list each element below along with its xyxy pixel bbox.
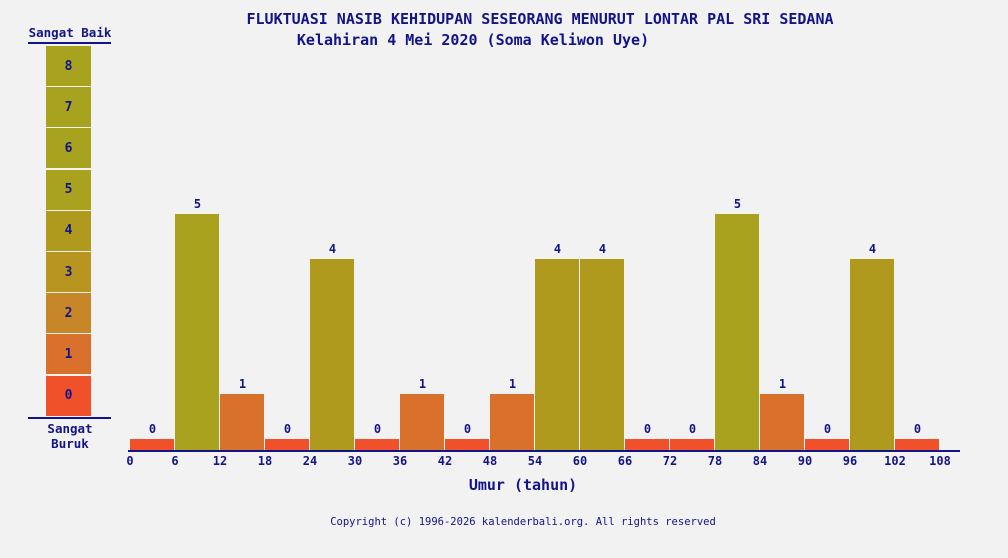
bar-age-84-90	[760, 394, 804, 450]
x-tick-36: 36	[392, 454, 408, 468]
bar-value-label: 1	[418, 377, 427, 391]
x-axis-title: Umur (tahun)	[468, 476, 578, 494]
bar-age-66-72	[625, 439, 669, 450]
x-tick-66: 66	[617, 454, 633, 468]
legend-scale-value: 1	[64, 346, 73, 362]
x-tick-6: 6	[171, 454, 179, 468]
bar-value-label: 0	[688, 422, 697, 436]
bar-age-96-102	[850, 259, 894, 450]
copyright-text: Copyright (c) 1996-2026 kalenderbali.org…	[330, 516, 716, 528]
legend-scale-box-6: 6	[46, 128, 91, 169]
bar-age-54-60	[535, 259, 579, 450]
bar-value-label: 0	[148, 422, 157, 436]
legend-scale-box-2: 2	[46, 293, 91, 334]
bar-age-24-30	[310, 259, 354, 450]
chart-subtitle: Kelahiran 4 Mei 2020 (Soma Keliwon Uye)	[296, 31, 650, 49]
x-axis-line	[128, 450, 960, 452]
bar-age-6-12	[175, 214, 219, 450]
x-tick-84: 84	[752, 454, 768, 468]
legend-scale-value: 6	[64, 140, 73, 156]
legend-scale-value: 0	[64, 388, 73, 404]
legend-scale-box-4: 4	[46, 210, 91, 251]
bar-age-30-36	[355, 439, 399, 450]
legend-scale-box-7: 7	[46, 87, 91, 128]
legend-scale-value: 8	[64, 58, 73, 74]
x-tick-102: 102	[884, 454, 906, 468]
bar-age-60-66	[580, 259, 624, 450]
legend-scale-box-0: 0	[46, 375, 91, 416]
bar-value-label: 1	[508, 377, 517, 391]
legend-scale-value: 2	[64, 305, 73, 321]
bar-age-48-54	[490, 394, 534, 450]
x-tick-72: 72	[662, 454, 678, 468]
bar-value-label: 4	[553, 242, 562, 256]
bar-value-label: 1	[238, 377, 247, 391]
bar-value-label: 0	[643, 422, 652, 436]
scale-legend-top-label: Sangat Baik	[28, 25, 112, 40]
legend-scale-box-8: 8	[46, 46, 91, 86]
bar-value-label: 0	[463, 422, 472, 436]
x-tick-24: 24	[302, 454, 318, 468]
legend-scale-box-3: 3	[46, 252, 91, 292]
bar-age-12-18	[220, 394, 264, 450]
x-tick-30: 30	[347, 454, 363, 468]
x-tick-60: 60	[572, 454, 588, 468]
x-tick-0: 0	[126, 454, 134, 468]
legend-scale-value: 3	[64, 264, 73, 280]
bar-age-90-96	[805, 439, 849, 450]
scale-legend-bottom-rule	[28, 417, 111, 419]
x-tick-48: 48	[482, 454, 498, 468]
bar-value-label: 0	[913, 422, 922, 436]
chart-title: FLUKTUASI NASIB KEHIDUPAN SESEORANG MENU…	[246, 10, 834, 28]
bar-value-label: 1	[778, 377, 787, 391]
bar-value-label: 4	[328, 242, 337, 256]
bar-value-label: 0	[373, 422, 382, 436]
scale-legend: Sangat Baik 8 7 6 5 4 3 2 1 0 Sangat Buruk	[27, 24, 113, 451]
bar-age-0-6	[130, 439, 174, 450]
x-tick-108: 108	[929, 454, 951, 468]
bar-age-42-48	[445, 439, 489, 450]
bar-value-label: 5	[733, 197, 742, 211]
legend-scale-value: 5	[64, 182, 73, 198]
x-tick-42: 42	[437, 454, 453, 468]
legend-scale-box-5: 5	[46, 169, 91, 210]
bar-age-18-24	[265, 439, 309, 450]
bar-age-72-78	[670, 439, 714, 450]
x-tick-12: 12	[212, 454, 228, 468]
bar-value-label: 0	[283, 422, 292, 436]
legend-scale: 8 7 6 5 4 3 2 1 0	[27, 46, 113, 417]
x-tick-90: 90	[797, 454, 813, 468]
x-tick-96: 96	[842, 454, 858, 468]
x-tick-54: 54	[527, 454, 543, 468]
bar-age-78-84	[715, 214, 759, 450]
x-tick-18: 18	[257, 454, 273, 468]
legend-scale-value: 7	[64, 99, 73, 115]
bar-value-label: 4	[868, 242, 877, 256]
x-tick-78: 78	[707, 454, 723, 468]
bar-value-label: 5	[193, 197, 202, 211]
bar-age-36-42	[400, 394, 444, 450]
bar-value-label: 0	[823, 422, 832, 436]
scale-legend-top-rule	[28, 42, 111, 44]
scale-legend-bottom-label: Sangat Buruk	[47, 421, 93, 451]
bar-value-label: 4	[598, 242, 607, 256]
legend-scale-value: 4	[64, 223, 73, 239]
bar-age-102-108	[895, 439, 939, 450]
legend-scale-box-1: 1	[46, 334, 91, 375]
